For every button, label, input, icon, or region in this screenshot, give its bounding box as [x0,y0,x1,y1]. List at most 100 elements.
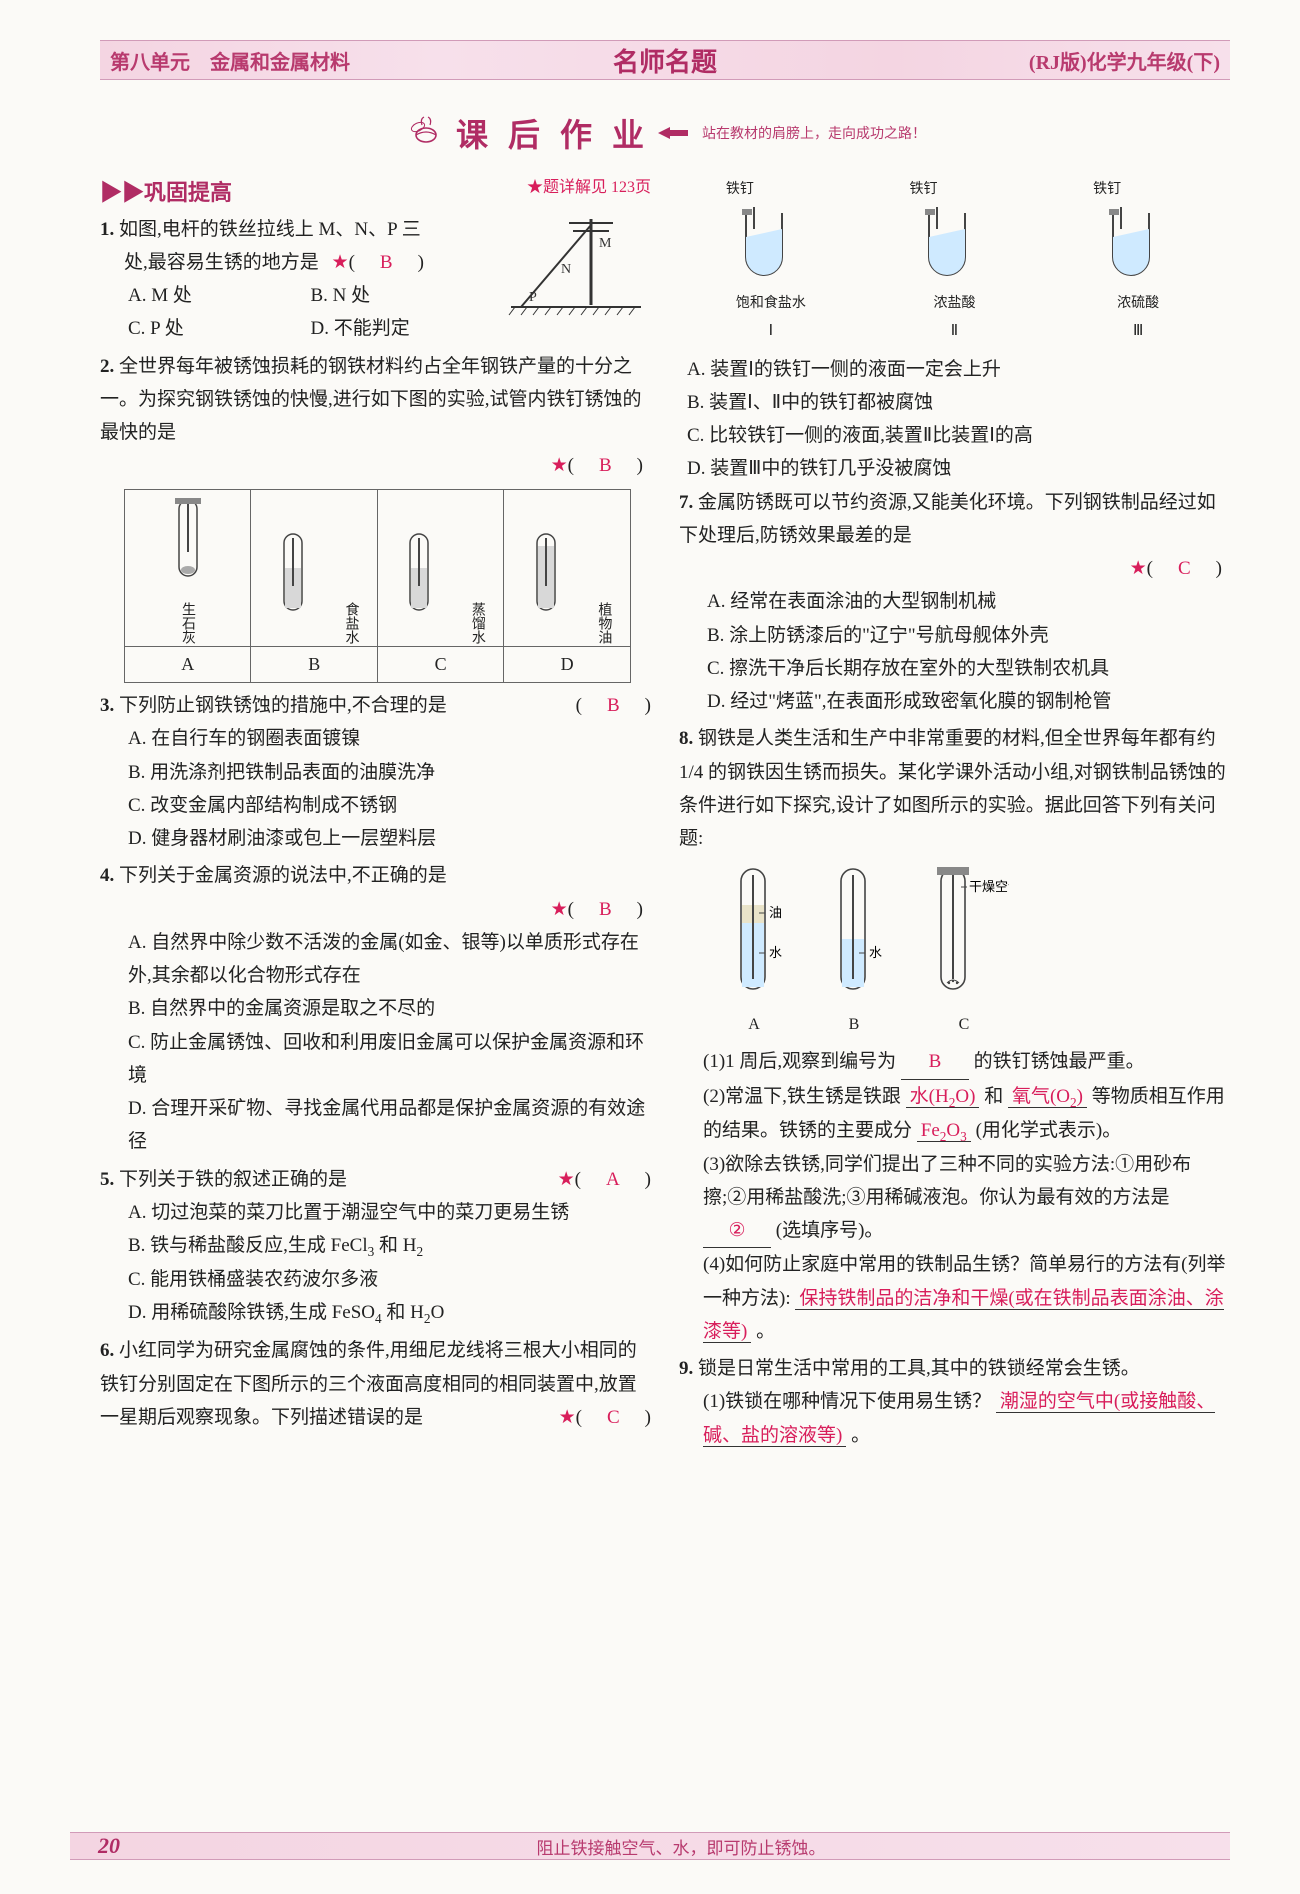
tube-label-c: C [377,646,503,683]
q1-stem-a: 如图,电杆的铁丝拉线上 M、N、P 三 [119,219,421,240]
question-5: 5. 下列关于铁的叙述正确的是 ★( A ) A. 切过泡菜的菜刀比置于潮湿空气… [100,1163,651,1331]
q5-stem: 下列关于铁的叙述正确的是 [119,1169,347,1190]
q2-tube-table: 生石灰 食盐水 [124,489,631,684]
q3-opt-a: A. 在自行车的钢圈表面镀镍 [128,722,651,755]
svg-text:P: P [529,290,537,305]
q5-options: A. 切过泡菜的菜刀比置于潮湿空气中的菜刀更易生锈 B. 铁与稀盐酸反应,生成 … [100,1196,651,1331]
q5-opt-b: B. 铁与稀盐酸反应,生成 FeCl3 和 H2 [128,1229,651,1263]
svg-text:水: 水 [869,945,882,960]
q3-options: A. 在自行车的钢圈表面镀镍 B. 用洗涤剂把铁制品表面的油膜洗净 C. 改变金… [100,722,651,855]
tube-label-a: A [125,646,251,683]
question-number: 9. [679,1358,698,1379]
q6-stem: 小红同学为研究金属腐蚀的条件,用细尼龙线将三根大小相同的铁钉分别固定在下图所示的… [100,1340,637,1428]
tube-cell-c: 蒸馏水 [377,489,503,646]
q3-opt-d: D. 健身器材刷油漆或包上一层塑料层 [128,822,651,855]
q2-stem: 全世界每年被锈蚀损耗的钢铁材料约占全年钢铁产量的十分之一。为探究钢铁锈蚀的快慢,… [100,356,642,444]
q3-opt-c: C. 改变金属内部结构制成不锈钢 [128,789,651,822]
question-8: 8. 钢铁是人类生活和生产中非常重要的材料,但全世界每年都有约 1/4 的钢铁因… [679,722,1230,1348]
q1-opt-a: A. M 处 [128,279,311,312]
section-title: 课 后 作 业 [456,110,650,156]
tube-label-b: B [251,646,377,683]
q8-tube-b: 水 B [819,861,889,1039]
svg-text:油: 油 [769,905,782,920]
q9-p1: (1)铁锁在哪种情况下使用易生锈？ 潮湿的空气中(或接触酸、碱、盐的溶液等) 。 [679,1385,1230,1452]
q7-opt-d: D. 经过"烤蓝",在表面形成致密氧化膜的钢制枪管 [707,685,1230,718]
q4-answer-slot: ★( B ) [100,893,651,926]
question-number: 1. [100,219,119,240]
pole-figure: M N P [501,215,651,323]
question-4: 4. 下列关于金属资源的说法中,不正确的是 ★( B ) A. 自然界中除少数不… [100,859,651,1158]
q4-options: A. 自然界中除少数不活泼的金属(如金、银等)以单质形式存在外,其余都以化合物形… [100,926,651,1159]
subsection-row: ▶▶巩固提高 ★题详解见 123页 [100,174,651,213]
q1-answer-slot: ★( B ) [332,252,424,273]
svg-text:M: M [599,236,612,251]
section-subtitle: 站在教材的肩膀上，走向成功之路！ [702,123,926,143]
subsection-title: ▶▶巩固提高 [100,174,232,213]
question-number: 3. [100,695,119,716]
question-number: 2. [100,356,119,377]
q6-opt-a: A. 装置Ⅰ的铁钉一侧的液面一定会上升 [687,353,1230,386]
section-title-row: 课 后 作 业 站在教材的肩膀上，走向成功之路！ [100,110,1230,156]
question-3: 3. 下列防止钢铁锈蚀的措施中,不合理的是 ( B ) A. 在自行车的钢圈表面… [100,689,651,855]
q4-opt-d: D. 合理开采矿物、寻找金属代用品都是保护金属资源的有效途径 [128,1092,651,1159]
q8-tube-c: 干燥空气 C [919,861,1009,1039]
q1-opt-d: D. 不能判定 [311,312,494,345]
header-unit: 第八单元 金属和金属材料 [110,46,350,75]
u-tube-1: 铁钉 饱和食盐水 Ⅰ [716,178,826,345]
header-title: 名师名题 [613,42,717,79]
q3-stem: 下列防止钢铁锈蚀的措施中,不合理的是 [119,695,447,716]
svg-text:水: 水 [769,945,782,960]
question-number: 5. [100,1169,119,1190]
q3-answer-slot: ( B ) [576,689,651,722]
q6-options: A. 装置Ⅰ的铁钉一侧的液面一定会上升 B. 装置Ⅰ、Ⅱ中的铁钉都被腐蚀 C. … [679,353,1230,486]
header-edition: (RJ版)化学九年级(下) [1029,46,1220,75]
q8-stem: 钢铁是人类生活和生产中非常重要的材料,但全世界每年都有约 1/4 的钢铁因生锈而… [679,728,1226,849]
q8-tube-a: 油 水 A [719,861,789,1039]
q5-opt-c: C. 能用铁桶盛装农药波尔多液 [128,1263,651,1296]
footer-note: 阻止铁接触空气、水，即可防止锈蚀。 [132,1834,1230,1859]
q7-stem: 金属防锈既可以节约资源,又能美化环境。下列钢铁制品经过如下处理后,防锈效果最差的… [679,492,1216,546]
q7-options: A. 经常在表面涂油的大型钢制机械 B. 涂上防锈漆后的"辽宁"号航母舰体外壳 … [679,585,1230,718]
q5-answer-slot: ★( A ) [558,1163,651,1196]
u-tube-3: 铁钉 浓硫酸 Ⅲ [1083,178,1193,345]
question-number: 4. [100,865,119,886]
q1-stem-b: 处,最容易生锈的地方是 [100,252,319,273]
bee-icon [404,113,448,153]
u-tube-2: 铁钉 浓盐酸 Ⅱ [899,178,1009,345]
question-1: M N P 1. 如图,电杆的铁丝拉线上 M、N、P 三 处,最容易生锈的地方是… [100,213,651,346]
content-columns: ▶▶巩固提高 ★题详解见 123页 [100,174,1230,1456]
question-9: 9. 锁是日常生活中常用的工具,其中的铁锁经常会生锈。 (1)铁锁在哪种情况下使… [679,1352,1230,1452]
q4-stem: 下列关于金属资源的说法中,不正确的是 [119,865,447,886]
q5-opt-d: D. 用稀硫酸除铁锈,生成 FeSO4 和 H2O [128,1296,651,1330]
q9-stem: 锁是日常生活中常用的工具,其中的铁锁经常会生锈。 [698,1358,1140,1379]
q4-opt-c: C. 防止金属锈蚀、回收和利用废旧金属可以保护金属资源和环境 [128,1026,651,1093]
q8-p4: (4)如何防止家庭中常用的铁制品生锈？简单易行的方法有(列举一种方法): 保持铁… [703,1248,1230,1348]
q4-opt-b: B. 自然界中的金属资源是取之不尽的 [128,992,651,1025]
q6-utubes: 铁钉 饱和食盐水 Ⅰ 铁钉 [679,178,1230,345]
page-header: 第八单元 金属和金属材料 名师名题 (RJ版)化学九年级(下) [100,40,1230,80]
q6-answer-slot: ★( C ) [559,1401,651,1434]
q7-opt-c: C. 擦洗干净后长期存放在室外的大型铁制农机具 [707,652,1230,685]
svg-text:干燥空气: 干燥空气 [969,879,1009,894]
q6-opt-b: B. 装置Ⅰ、Ⅱ中的铁钉都被腐蚀 [687,386,1230,419]
question-6: 6. 小红同学为研究金属腐蚀的条件,用细尼龙线将三根大小相同的铁钉分别固定在下图… [100,1334,651,1434]
right-column: 铁钉 饱和食盐水 Ⅰ 铁钉 [679,174,1230,1456]
q6-opt-d: D. 装置Ⅲ中的铁钉几乎没被腐蚀 [687,452,1230,485]
q8-p2: (2)常温下,铁生锈是铁跟 水(H2O) 和 氧气(O2) 等物质相互作用的结果… [703,1080,1230,1148]
q7-opt-b: B. 涂上防锈漆后的"辽宁"号航母舰体外壳 [707,619,1230,652]
tube-label-d: D [504,646,631,683]
svg-text:N: N [561,262,571,277]
q8-figures: 油 水 A 水 [719,861,1230,1039]
question-number: 7. [679,492,698,513]
worksheet-page: 第八单元 金属和金属材料 名师名题 (RJ版)化学九年级(下) 课 后 作 业 [0,0,1300,1894]
q7-answer-slot: ★( C ) [679,552,1230,585]
q4-opt-a: A. 自然界中除少数不活泼的金属(如金、银等)以单质形式存在外,其余都以化合物形… [128,926,651,993]
q5-opt-a: A. 切过泡菜的菜刀比置于潮湿空气中的菜刀更易生锈 [128,1196,651,1229]
page-number: 20 [98,1833,120,1859]
page-footer: 20 阻止铁接触空气、水，即可防止锈蚀。 [70,1832,1230,1860]
q1-opt-b: B. N 处 [311,279,494,312]
q8-p3: (3)欲除去铁锈,同学们提出了三种不同的实验方法:①用砂布擦;②用稀盐酸洗;③用… [703,1148,1230,1249]
q7-opt-a: A. 经常在表面涂油的大型钢制机械 [707,585,1230,618]
tube-cell-a: 生石灰 [125,489,251,646]
q6-opt-c: C. 比较铁钉一侧的液面,装置Ⅱ比装置Ⅰ的高 [687,419,1230,452]
